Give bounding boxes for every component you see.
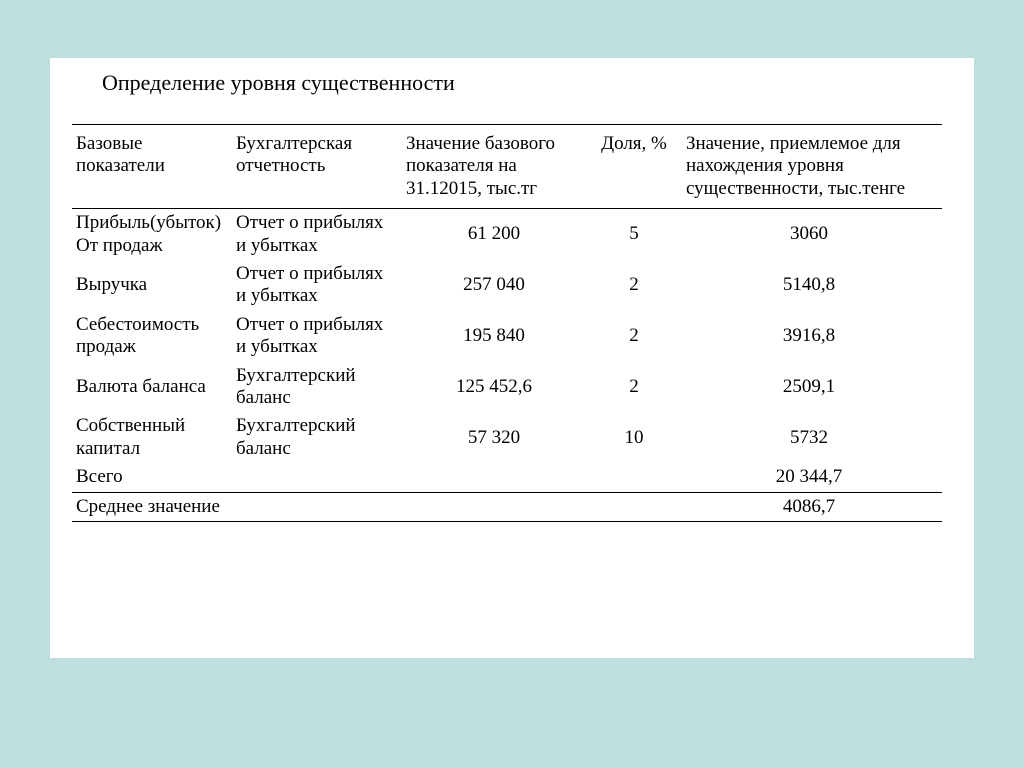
col-materiality: Значение, приемлемое для нахождения уров… bbox=[682, 125, 942, 209]
col-share: Доля, % bbox=[592, 125, 682, 209]
cell-share: 2 bbox=[592, 362, 682, 413]
table-row: Себестоимость продаж Отчет о прибылях и … bbox=[72, 311, 942, 362]
cell-source: Бухгалтерский баланс bbox=[232, 412, 402, 463]
cell-indicator: Прибыль(убыток) От продаж bbox=[72, 209, 232, 260]
table-header-row: Базовые показатели Бухгалтерская отчетно… bbox=[72, 125, 942, 209]
cell-source: Отчет о прибылях и убытках bbox=[232, 311, 402, 362]
average-row: Среднее значение 4086,7 bbox=[72, 492, 942, 521]
cell-base: 257 040 bbox=[402, 260, 592, 311]
cell-source: Отчет о прибылях и убытках bbox=[232, 260, 402, 311]
cell-materiality: 2509,1 bbox=[682, 362, 942, 413]
total-value: 20 344,7 bbox=[682, 463, 942, 492]
cell-indicator: Валюта баланса bbox=[72, 362, 232, 413]
cell-materiality: 5140,8 bbox=[682, 260, 942, 311]
page-title: Определение уровня существенности bbox=[50, 58, 974, 96]
cell-materiality: 3916,8 bbox=[682, 311, 942, 362]
col-source: Бухгалтерская отчетность bbox=[232, 125, 402, 209]
materiality-table: Базовые показатели Бухгалтерская отчетно… bbox=[72, 124, 942, 522]
cell-base: 125 452,6 bbox=[402, 362, 592, 413]
cell-indicator: Выручка bbox=[72, 260, 232, 311]
average-value: 4086,7 bbox=[682, 492, 942, 521]
cell-share: 10 bbox=[592, 412, 682, 463]
col-base-value: Значение базового показателя на 31.12015… bbox=[402, 125, 592, 209]
total-row: Всего 20 344,7 bbox=[72, 463, 942, 492]
cell-source: Бухгалтерский баланс bbox=[232, 362, 402, 413]
table-row: Прибыль(убыток) От продаж Отчет о прибыл… bbox=[72, 209, 942, 260]
cell-materiality: 3060 bbox=[682, 209, 942, 260]
cell-indicator: Себестоимость продаж bbox=[72, 311, 232, 362]
cell-base: 195 840 bbox=[402, 311, 592, 362]
cell-share: 5 bbox=[592, 209, 682, 260]
cell-indicator: Собственный капитал bbox=[72, 412, 232, 463]
cell-share: 2 bbox=[592, 311, 682, 362]
cell-base: 57 320 bbox=[402, 412, 592, 463]
cell-materiality: 5732 bbox=[682, 412, 942, 463]
table-row: Собственный капитал Бухгалтерский баланс… bbox=[72, 412, 942, 463]
cell-base: 61 200 bbox=[402, 209, 592, 260]
total-label: Всего bbox=[72, 463, 232, 492]
col-indicator: Базовые показатели bbox=[72, 125, 232, 209]
table-row: Выручка Отчет о прибылях и убытках 257 0… bbox=[72, 260, 942, 311]
average-label: Среднее значение bbox=[72, 492, 232, 521]
cell-source: Отчет о прибылях и убытках bbox=[232, 209, 402, 260]
document-page: Определение уровня существенности Базовы… bbox=[50, 58, 974, 658]
cell-share: 2 bbox=[592, 260, 682, 311]
table-row: Валюта баланса Бухгалтерский баланс 125 … bbox=[72, 362, 942, 413]
